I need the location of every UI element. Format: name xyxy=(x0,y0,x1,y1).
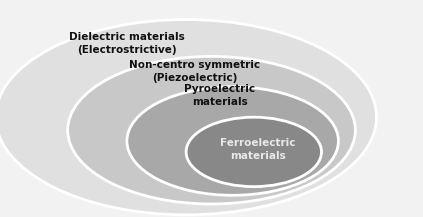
Text: Non-centro symmetric
(Piezoelectric): Non-centro symmetric (Piezoelectric) xyxy=(129,60,260,83)
Ellipse shape xyxy=(127,87,338,195)
Ellipse shape xyxy=(0,20,376,215)
Text: Dielectric materials
(Electrostrictive): Dielectric materials (Electrostrictive) xyxy=(69,32,185,55)
Ellipse shape xyxy=(68,56,355,204)
Ellipse shape xyxy=(186,117,321,187)
Text: Ferroelectric
materials: Ferroelectric materials xyxy=(220,138,296,161)
Text: Pyroelectric
materials: Pyroelectric materials xyxy=(184,84,255,107)
